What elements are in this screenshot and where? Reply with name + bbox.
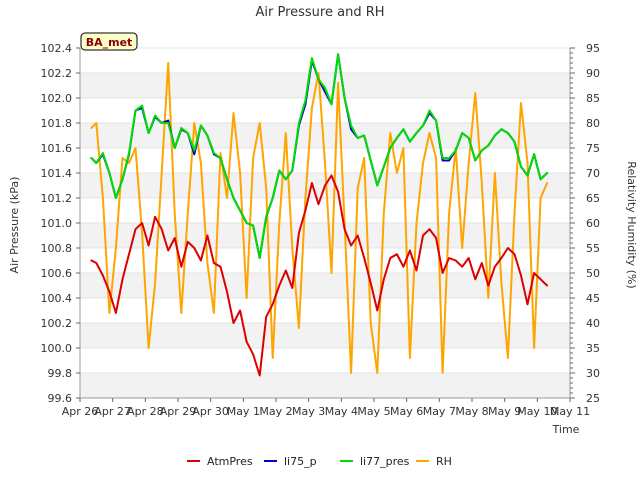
y-tick-label: 102.4 xyxy=(41,42,73,55)
plot-band xyxy=(80,73,570,98)
x-tick-label: May 11 xyxy=(550,405,590,418)
y-axis-ticks: 99.6 99.8 100.0 100.2 100.4 100.6 100.8 101.0 10… xyxy=(41,42,80,405)
plot-band xyxy=(80,48,570,73)
y2-tick-label: 75 xyxy=(586,142,600,155)
y-tick-label: 101.4 xyxy=(41,167,73,180)
legend-label: RH xyxy=(436,455,452,468)
y2-tick-label: 70 xyxy=(586,167,600,180)
legend: AtmPres li75_p li77_pres RH xyxy=(187,455,452,468)
series-line-atmpres xyxy=(90,174,549,377)
site-label: BA_met xyxy=(86,36,133,49)
y-tick-label: 100.6 xyxy=(41,267,73,280)
y2-tick-label: 25 xyxy=(586,392,600,405)
y2-tick-label: 85 xyxy=(586,92,600,105)
x-tick-label: May 10 xyxy=(517,405,557,418)
plot-band xyxy=(80,348,570,373)
y-tick-label: 101.8 xyxy=(41,117,73,130)
x-tick-label: May 4 xyxy=(325,405,358,418)
plot-band xyxy=(80,373,570,398)
x-tick-label: May 6 xyxy=(390,405,423,418)
y-tick-label: 101.6 xyxy=(41,142,73,155)
y-tick-label: 101.2 xyxy=(41,192,73,205)
legend-label: AtmPres xyxy=(207,455,253,468)
x-tick-label: Apr 27 xyxy=(94,405,131,418)
x-tick-label: May 5 xyxy=(357,405,390,418)
plot-band xyxy=(80,298,570,323)
plot-band xyxy=(80,323,570,348)
y2-tick-label: 60 xyxy=(586,217,600,230)
x-tick-label: May 8 xyxy=(455,405,488,418)
legend-label: li77_pres xyxy=(360,455,410,468)
y-tick-label: 100.8 xyxy=(41,242,73,255)
x-tick-label: Apr 29 xyxy=(160,405,197,418)
y2-tick-label: 40 xyxy=(586,317,600,330)
y2-tick-label: 80 xyxy=(586,117,600,130)
x-tick-label: May 9 xyxy=(488,405,521,418)
y2-tick-label: 50 xyxy=(586,267,600,280)
x-tick-label: May 7 xyxy=(423,405,456,418)
y-tick-label: 99.8 xyxy=(48,367,73,380)
x-tick-label: Apr 26 xyxy=(62,405,99,418)
series-layer xyxy=(90,53,549,377)
x-tick-label: May 1 xyxy=(227,405,260,418)
x-tick-label: May 2 xyxy=(259,405,292,418)
x-axis-label: Time xyxy=(552,423,580,436)
plot-band xyxy=(80,248,570,273)
series-line-li77-pres xyxy=(90,53,549,259)
y-axis-label: Air Pressure (kPa) xyxy=(8,177,21,274)
y-tick-label: 100.0 xyxy=(41,342,73,355)
y-tick-label: 100.4 xyxy=(41,292,73,305)
x-tick-label: Apr 30 xyxy=(192,405,229,418)
y-tick-label: 102.2 xyxy=(41,67,73,80)
y2-axis-label: Relativity Humidity (%) xyxy=(625,161,638,288)
y2-tick-label: 95 xyxy=(586,42,600,55)
y2-tick-label: 55 xyxy=(586,242,600,255)
series-line-rh xyxy=(90,62,549,374)
x-tick-label: Apr 28 xyxy=(127,405,164,418)
y2-tick-label: 45 xyxy=(586,292,600,305)
y2-tick-label: 65 xyxy=(586,192,600,205)
site-label-box: BA_met xyxy=(80,32,138,51)
plot-band xyxy=(80,98,570,123)
y2-axis-ticks: 25 30 35 40 45 50 55 60 65 70 75 80 85 90 95 xyxy=(570,42,600,405)
y-tick-label: 99.6 xyxy=(48,392,73,405)
plot-band xyxy=(80,123,570,148)
y-tick-label: 101.0 xyxy=(41,217,73,230)
legend-label: li75_p xyxy=(284,455,317,468)
y-tick-label: 102.0 xyxy=(41,92,73,105)
chart-title: Air Pressure and RH xyxy=(255,5,384,20)
y-tick-label: 100.2 xyxy=(41,317,73,330)
x-tick-label: May 3 xyxy=(292,405,325,418)
y2-tick-label: 35 xyxy=(586,342,600,355)
y2-tick-label: 90 xyxy=(586,67,600,80)
y2-tick-label: 30 xyxy=(586,367,600,380)
plot-band xyxy=(80,198,570,223)
